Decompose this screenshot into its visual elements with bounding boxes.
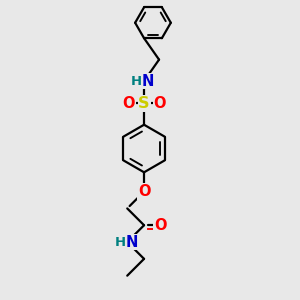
Text: O: O xyxy=(138,184,150,199)
Text: S: S xyxy=(138,96,150,111)
Text: N: N xyxy=(142,74,155,88)
Text: O: O xyxy=(153,96,166,111)
Text: O: O xyxy=(154,218,167,233)
Text: N: N xyxy=(125,235,138,250)
Text: O: O xyxy=(122,96,135,111)
Text: H: H xyxy=(115,236,126,249)
Text: H: H xyxy=(130,74,142,88)
